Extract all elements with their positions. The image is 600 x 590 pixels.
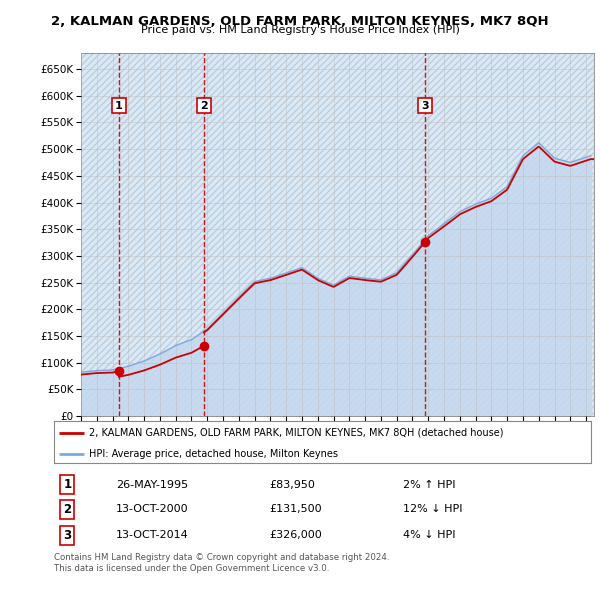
- Text: 12% ↓ HPI: 12% ↓ HPI: [403, 504, 463, 514]
- Text: 26-MAY-1995: 26-MAY-1995: [116, 480, 188, 490]
- Text: 2: 2: [200, 101, 208, 111]
- Text: 13-OCT-2014: 13-OCT-2014: [116, 530, 188, 540]
- Text: 4% ↓ HPI: 4% ↓ HPI: [403, 530, 455, 540]
- Text: 1: 1: [64, 478, 71, 491]
- Text: £326,000: £326,000: [269, 530, 322, 540]
- Text: HPI: Average price, detached house, Milton Keynes: HPI: Average price, detached house, Milt…: [89, 449, 338, 459]
- Text: 2% ↑ HPI: 2% ↑ HPI: [403, 480, 455, 490]
- Text: 2, KALMAN GARDENS, OLD FARM PARK, MILTON KEYNES, MK7 8QH (detached house): 2, KALMAN GARDENS, OLD FARM PARK, MILTON…: [89, 428, 503, 438]
- Text: £83,950: £83,950: [269, 480, 314, 490]
- Text: 2, KALMAN GARDENS, OLD FARM PARK, MILTON KEYNES, MK7 8QH: 2, KALMAN GARDENS, OLD FARM PARK, MILTON…: [51, 15, 549, 28]
- Text: £131,500: £131,500: [269, 504, 322, 514]
- Text: Contains HM Land Registry data © Crown copyright and database right 2024.
This d: Contains HM Land Registry data © Crown c…: [54, 553, 389, 573]
- Text: 2: 2: [64, 503, 71, 516]
- Text: 1: 1: [115, 101, 123, 111]
- Text: Price paid vs. HM Land Registry's House Price Index (HPI): Price paid vs. HM Land Registry's House …: [140, 25, 460, 35]
- Text: 13-OCT-2000: 13-OCT-2000: [116, 504, 188, 514]
- Text: 3: 3: [421, 101, 429, 111]
- Text: 3: 3: [64, 529, 71, 542]
